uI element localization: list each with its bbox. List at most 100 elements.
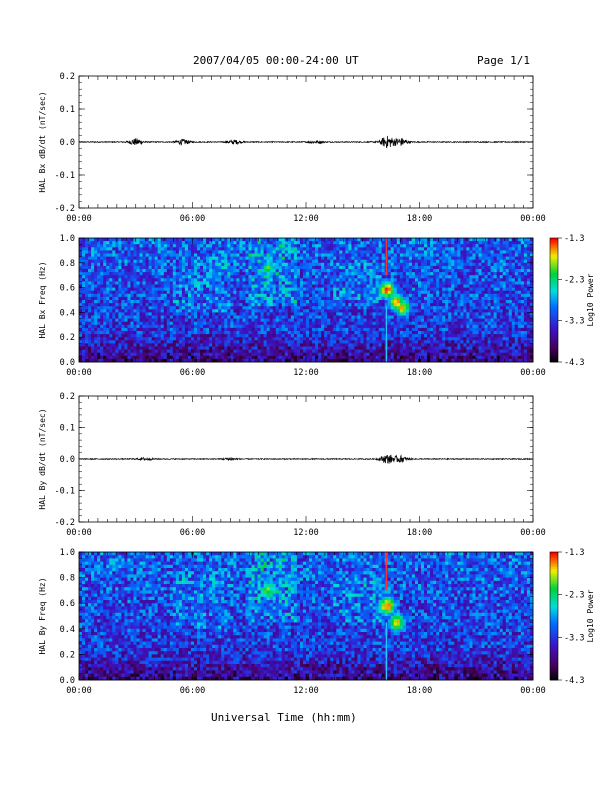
spectrogram-cell — [139, 284, 143, 288]
spectrogram-cell — [224, 309, 228, 313]
spectrogram-cell — [215, 238, 219, 242]
spectrogram-cell — [293, 321, 298, 326]
spectrogram-cell — [163, 352, 168, 357]
spectrogram-cell — [91, 287, 95, 292]
spectrogram-cell — [351, 303, 355, 307]
spectrogram-cell — [318, 275, 322, 279]
spectrogram-cell — [206, 315, 210, 319]
spectrogram-cell — [230, 318, 234, 323]
spectrogram-cell — [442, 284, 446, 288]
spectrogram-cell — [169, 321, 174, 326]
spectrogram-cell — [227, 259, 231, 264]
spectrogram-cell — [206, 269, 210, 273]
spectrogram-cell — [239, 337, 243, 341]
spectrogram-cell — [257, 250, 261, 254]
spectrogram-cell — [330, 340, 334, 344]
spectrogram-cell — [327, 352, 331, 357]
spectrogram-cell — [393, 358, 398, 363]
spectrogram-cell — [360, 303, 364, 307]
spectrogram-cell — [121, 259, 125, 264]
spectrogram-cell — [245, 337, 249, 341]
spectrogram-cell — [203, 238, 207, 242]
spectrogram-cell — [242, 256, 246, 261]
spectrogram-cell — [115, 269, 119, 273]
spectrogram-cell — [348, 312, 352, 316]
spectrogram-cell — [281, 337, 286, 341]
spectrogram-cell — [109, 324, 113, 329]
spectrogram-cell — [348, 238, 352, 242]
spectrogram-cell — [194, 275, 198, 279]
spectrogram-cell — [130, 337, 134, 341]
spectrogram-cell — [345, 262, 349, 267]
spectrogram-cell — [324, 244, 328, 248]
spectrogram-cell — [296, 324, 301, 329]
spectrogram-cell — [408, 272, 413, 276]
spectrogram-cell — [363, 238, 367, 242]
spectrogram-cell — [399, 346, 404, 350]
spectrogram-cell — [266, 306, 271, 310]
spectrogram-cell — [357, 352, 361, 357]
spectrogram-cell — [260, 300, 265, 304]
spectrogram-cell — [160, 290, 165, 295]
spectrogram-cell — [239, 343, 243, 347]
spectrogram-cell — [366, 300, 370, 304]
spectrogram-cell — [115, 312, 119, 316]
spectrogram-cell — [321, 334, 325, 338]
spectrogram-cell — [387, 312, 392, 316]
spectrogram-cell — [369, 346, 373, 350]
spectrogram-cell — [336, 327, 340, 332]
spectrogram-cell — [405, 309, 410, 313]
spectrogram-cell — [254, 272, 258, 276]
spectrogram-cell — [275, 284, 280, 288]
spectrogram-cell — [275, 337, 280, 341]
spectrogram-cell — [381, 238, 386, 242]
spectrogram-cell — [366, 346, 370, 350]
spectrogram-cell — [260, 287, 265, 292]
spectrogram-cell — [296, 318, 301, 323]
spectrogram-cell — [402, 238, 407, 242]
spectrogram-cell — [345, 278, 349, 282]
spectrogram-cell — [357, 300, 361, 304]
spectrogram-cell — [381, 265, 386, 270]
spectrogram-cell — [433, 281, 437, 285]
spectrogram-cell — [115, 337, 119, 341]
spectrogram-cell — [290, 321, 295, 326]
spectrogram-cell — [224, 253, 228, 257]
spectrogram-cell — [127, 278, 131, 282]
spectrogram-cell — [224, 340, 228, 344]
spectrogram-cell — [79, 262, 83, 267]
spectrogram-cell — [88, 306, 92, 310]
spectrogram-cell — [121, 262, 125, 267]
spectrogram-cell — [133, 287, 137, 292]
spectrogram-cell — [381, 334, 386, 338]
spectrogram-cell — [175, 346, 180, 350]
spectrogram-cell — [160, 296, 165, 301]
spectrogram-cell — [115, 352, 119, 357]
spectrogram-cell — [133, 346, 137, 350]
spectrogram-cell — [281, 315, 286, 319]
spectrogram-cell — [309, 265, 313, 270]
spectrogram-cell — [278, 318, 283, 323]
spectrogram-cell — [239, 315, 243, 319]
spectrogram-cell — [339, 349, 343, 354]
spectrogram-cell — [94, 296, 98, 301]
spectrogram-cell — [421, 241, 425, 245]
spectrogram-cell — [151, 349, 156, 354]
spectrogram-cell — [106, 259, 110, 264]
spectrogram-cell — [157, 275, 162, 279]
spectrogram-cell — [284, 358, 289, 363]
spectrogram-cell — [430, 241, 434, 245]
spectrogram-cell — [351, 287, 355, 292]
spectrogram-cell — [257, 327, 261, 332]
spectrogram-cell — [206, 275, 210, 279]
spectrogram-cell — [239, 334, 243, 338]
spectrogram-cell — [221, 272, 225, 276]
spectrogram-cell — [414, 346, 419, 350]
spectrogram-cell — [118, 315, 122, 319]
spectrogram-cell — [296, 290, 301, 295]
spectrogram-cell — [354, 355, 358, 360]
spectrogram-cell — [260, 241, 265, 245]
spectrogram-cell — [436, 352, 440, 357]
spectrogram-cell — [242, 324, 246, 329]
spectrogram-cell — [269, 272, 274, 276]
